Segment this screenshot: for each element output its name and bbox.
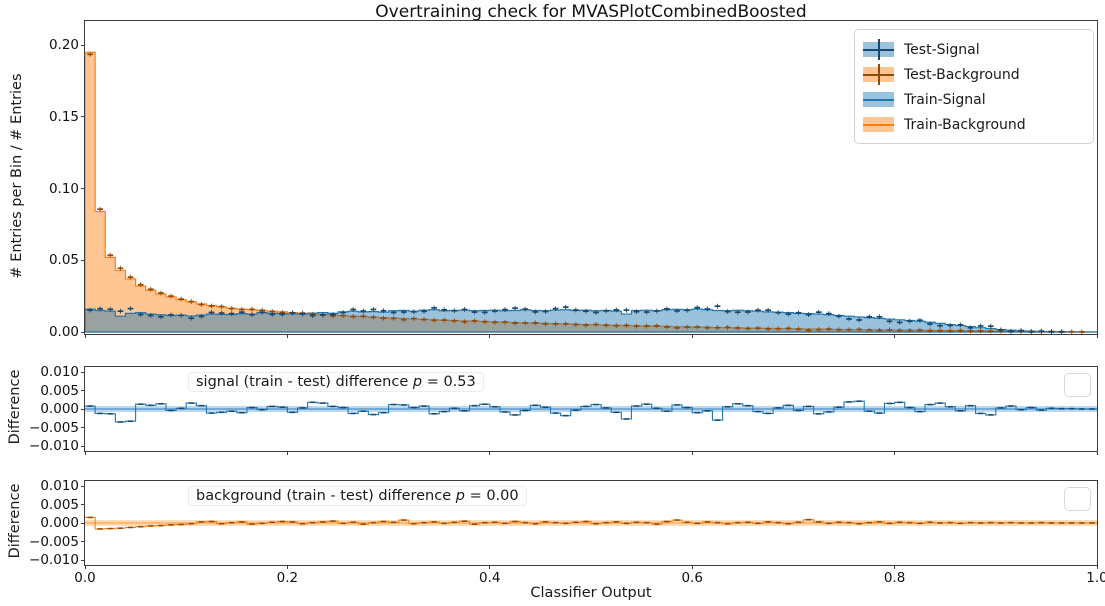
background-diff-x-tick xyxy=(691,565,693,569)
signal-diff-x-tick xyxy=(489,451,491,455)
main-y-tick xyxy=(80,44,85,46)
background-diff-y-tick-label: −0.010 xyxy=(29,552,79,568)
signal-diff-x-tick xyxy=(84,451,86,455)
main-x-tick xyxy=(489,334,491,338)
background-diff-x-tick xyxy=(84,565,86,569)
background-diff-y-tick xyxy=(80,485,85,487)
empty-legend-box xyxy=(1064,373,1091,397)
background-difference-annotation: background (train - test) difference p =… xyxy=(188,486,527,506)
main-x-tick xyxy=(894,334,896,338)
legend-label: Train-Background xyxy=(904,116,1026,133)
background-diff-y-tick xyxy=(80,559,85,561)
legend-item-train-signal: Train-Signal xyxy=(863,87,1085,112)
main-x-tick xyxy=(286,334,288,338)
background-diff-x-tick xyxy=(489,565,491,569)
main-y-tick xyxy=(80,188,85,189)
background-difference-steps xyxy=(85,516,1097,530)
legend-item-test-background: Test-Background xyxy=(863,62,1085,87)
signal-diff-y-tick xyxy=(80,390,85,391)
main-y-tick-label: 0.15 xyxy=(48,108,79,125)
main-y-tick xyxy=(80,259,85,261)
signal-diff-x-tick xyxy=(286,451,288,455)
main-y-axis-label: # Entries per Bin / # Entries xyxy=(9,73,25,279)
background-diff-y-tick-label: −0.005 xyxy=(29,533,79,550)
legend-label: Test-Signal xyxy=(904,41,980,58)
signal-diff-y-tick-label: 0.010 xyxy=(40,364,79,380)
background-diff-y-tick xyxy=(80,504,85,505)
test-signal-errorbar-icon xyxy=(863,39,894,60)
signal-diff-y-tick-label: 0.005 xyxy=(40,382,79,399)
background-diff-y-tick-label: 0.005 xyxy=(40,496,79,513)
legend-label: Test-Background xyxy=(904,66,1020,83)
x-tick-label: 0.4 xyxy=(479,570,501,586)
legend-label: Train-Signal xyxy=(904,91,986,108)
x-axis-label: Classifier Output xyxy=(530,585,652,601)
main-y-tick-label: 0.10 xyxy=(48,180,79,197)
signal-difference-annotation: signal (train - test) difference p = 0.5… xyxy=(188,372,484,392)
main-x-tick xyxy=(1096,334,1098,338)
legend-item-train-background: Train-Background xyxy=(863,112,1085,137)
signal-diff-y-tick xyxy=(80,445,85,447)
signal-diff-y-tick-label: −0.005 xyxy=(29,419,79,436)
main-y-tick-label: 0.20 xyxy=(48,37,79,53)
x-tick-label: 0.6 xyxy=(681,570,703,586)
x-tick-label: 0.8 xyxy=(883,570,906,586)
signal-diff-y-tick-label: −0.010 xyxy=(29,438,79,454)
background-diff-y-tick xyxy=(80,522,85,524)
legend-item-test-signal: Test-Signal xyxy=(863,37,1085,62)
main-y-tick-label: 0.05 xyxy=(48,252,79,269)
signal-diff-y-tick xyxy=(80,427,85,428)
main-histograms xyxy=(85,51,1097,334)
background-difference-plot-area: background (train - test) difference p =… xyxy=(84,480,1098,566)
legend: Test-Signal Test-Background Train-Signal… xyxy=(854,29,1094,144)
main-y-tick xyxy=(80,331,85,333)
x-tick-label: 1.0 xyxy=(1086,570,1105,586)
background-diff-x-tick xyxy=(894,565,896,569)
empty-legend-box xyxy=(1064,487,1091,511)
main-x-tick xyxy=(84,334,86,338)
signal-difference-steps xyxy=(85,400,1097,423)
background-diff-x-tick xyxy=(286,565,288,569)
signal-diff-x-tick xyxy=(894,451,896,455)
background-diff-x-tick xyxy=(1096,565,1098,569)
signal-diff-y-tick xyxy=(80,408,85,410)
train-background-band-icon xyxy=(863,117,894,132)
signal-diff-y-tick-label: 0.000 xyxy=(40,401,79,417)
signal-difference-plot-area: signal (train - test) difference p = 0.5… xyxy=(84,366,1098,452)
main-x-tick xyxy=(691,334,693,338)
background-diff-y-tick xyxy=(80,541,85,542)
main-y-tick xyxy=(80,116,85,118)
signal-diff-x-tick xyxy=(691,451,693,455)
background-diff-y-tick-label: 0.000 xyxy=(40,515,79,531)
test-background-errorbar-icon xyxy=(863,64,894,85)
chart-title: Overtraining check for MVASPlotCombinedB… xyxy=(375,2,807,22)
main-y-tick-label: 0.00 xyxy=(48,324,79,340)
signal-diff-y-tick xyxy=(80,371,85,373)
x-tick-label: 0.2 xyxy=(276,570,299,586)
background-diff-y-tick-label: 0.010 xyxy=(40,478,79,494)
x-tick-label: 0.0 xyxy=(74,570,96,586)
train-signal-band-icon xyxy=(863,92,894,107)
signal-diff-x-tick xyxy=(1096,451,1098,455)
